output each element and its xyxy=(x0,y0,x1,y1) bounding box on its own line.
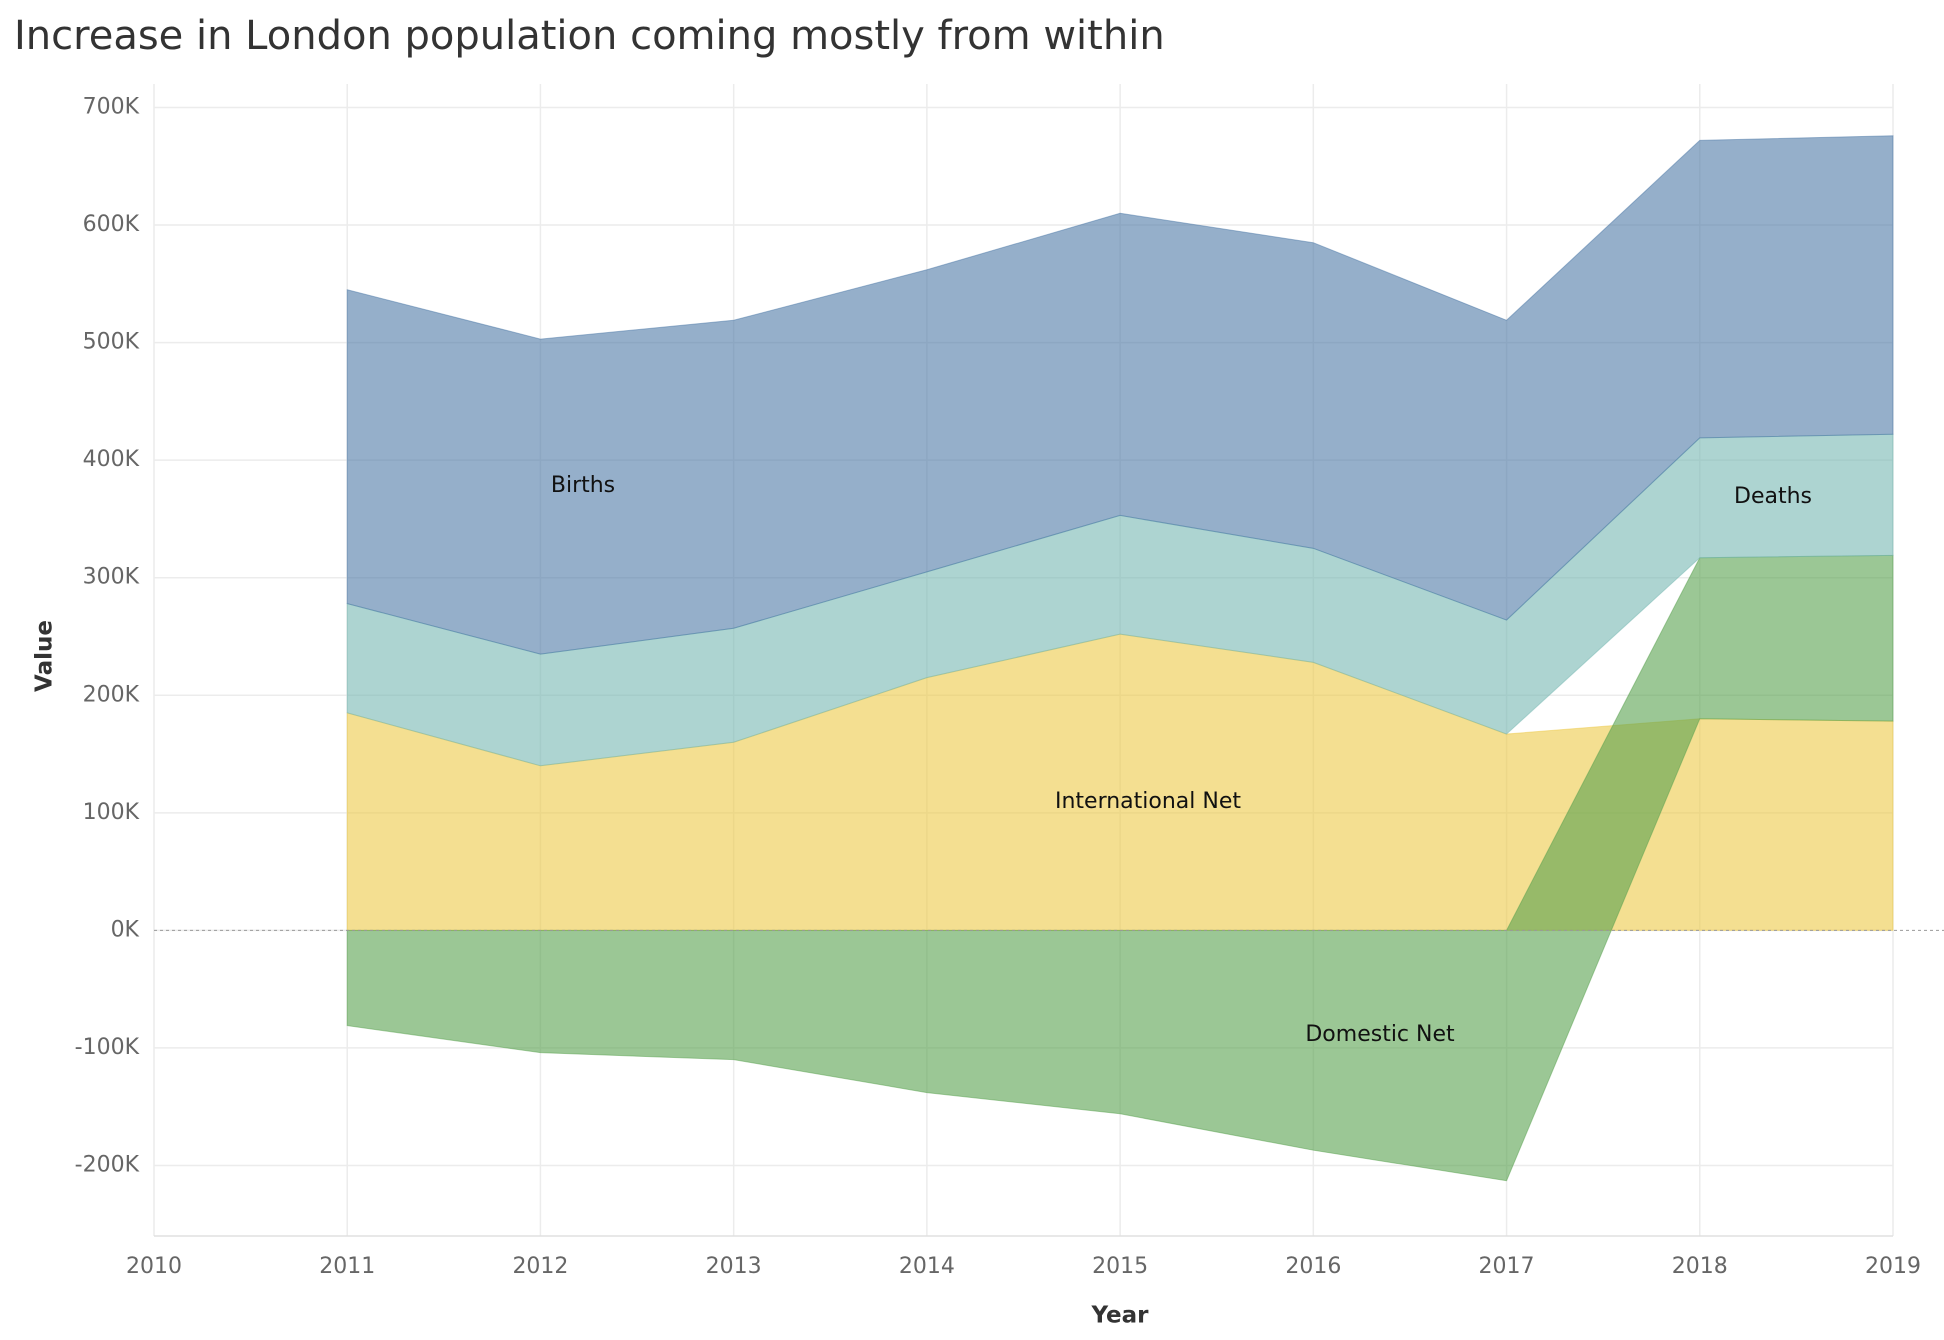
area xyxy=(346,554,1894,1182)
x-tick-label: 2019 xyxy=(1865,1254,1921,1279)
series-label: Domestic Net xyxy=(1305,1022,1455,1047)
y-tick-label: -100K xyxy=(75,1035,140,1060)
y-axis-title: Value xyxy=(32,620,58,692)
x-tick-label: 2014 xyxy=(899,1254,955,1279)
y-tick-label: 300K xyxy=(83,565,140,590)
area xyxy=(346,135,1894,655)
chart-title: Increase in London population coming mos… xyxy=(14,13,1165,59)
x-tick-label: 2016 xyxy=(1285,1254,1341,1279)
x-tick-label: 2017 xyxy=(1479,1254,1535,1279)
x-tick-label: 2013 xyxy=(706,1254,762,1279)
y-tick-label: 0K xyxy=(111,917,140,942)
x-tick-label: 2010 xyxy=(126,1254,182,1279)
x-axis-title: Year xyxy=(1090,1303,1149,1329)
y-tick-label: 100K xyxy=(83,800,140,825)
x-tick-label: 2018 xyxy=(1672,1254,1728,1279)
y-tick-label: 500K xyxy=(83,330,140,355)
y-tick-label: 200K xyxy=(83,682,140,707)
series-label: Births xyxy=(551,473,615,498)
x-tick-label: 2011 xyxy=(319,1254,375,1279)
x-tick-label: 2015 xyxy=(1092,1254,1148,1279)
y-tick-label: -200K xyxy=(75,1152,140,1177)
y-tick-label: 600K xyxy=(83,212,140,237)
series-label: International Net xyxy=(1055,789,1241,814)
x-tick-label: 2012 xyxy=(512,1254,568,1279)
y-tick-label: 700K xyxy=(83,95,140,120)
series-label: Deaths xyxy=(1734,484,1812,509)
y-tick-label: 400K xyxy=(83,447,140,472)
